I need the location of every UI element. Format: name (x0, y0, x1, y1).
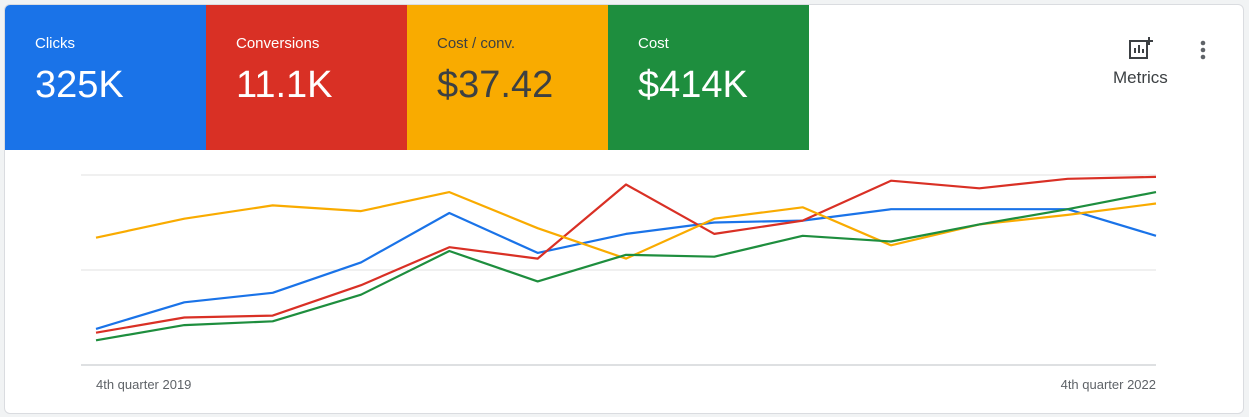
performance-card: Clicks 325K Conversions 11.1K Cost / conv. $3… (4, 4, 1244, 414)
more-menu[interactable] (1198, 39, 1208, 65)
scorecard-label: Cost / conv. (437, 35, 516, 52)
scorecard[interactable]: Cost $414K (608, 5, 809, 150)
scorecard-value: 11.1K (236, 64, 333, 106)
scorecard[interactable]: Clicks 325K (5, 5, 206, 150)
series-line (95, 175, 1157, 334)
scorecard[interactable]: Conversions 11.1K (206, 5, 407, 150)
scorecard-label: Clicks (35, 35, 75, 52)
metrics-button[interactable]: Metrics (1113, 37, 1168, 88)
metrics-icon (1129, 37, 1154, 59)
chart: 4th quarter 2019 4th quarter 2022 (81, 174, 1157, 392)
metrics-label: Metrics (1113, 68, 1168, 87)
scorecard-value: 325K (35, 64, 124, 106)
scorecard-value: $414K (638, 64, 748, 106)
scorecard[interactable]: Cost / conv. $37.42 (407, 5, 608, 150)
scorecard-label: Cost (638, 35, 669, 52)
scorecard-value: $37.42 (437, 64, 554, 106)
x-tick-label: 4th quarter 2019 (96, 377, 191, 392)
series-line (95, 191, 1157, 260)
x-tick-label: 4th quarter 2022 (1061, 377, 1156, 392)
series-line (95, 208, 1157, 330)
series-line (95, 191, 1157, 342)
scorecard-label: Conversions (236, 35, 320, 52)
